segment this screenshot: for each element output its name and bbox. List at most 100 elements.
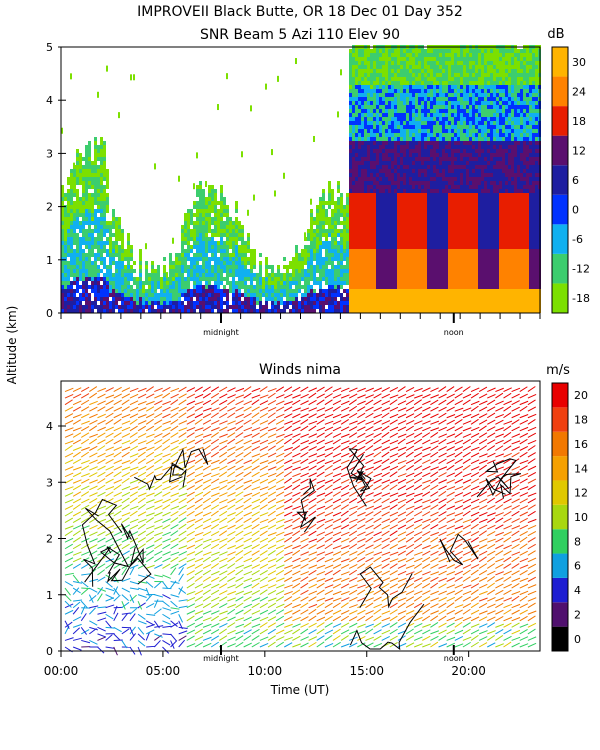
snr-cell xyxy=(307,273,310,277)
snr-cell xyxy=(106,253,109,257)
snr-cell xyxy=(91,285,94,289)
snr-cell xyxy=(85,233,88,237)
snr-cell xyxy=(67,309,70,313)
snr-cell xyxy=(418,149,421,153)
snr-cell xyxy=(127,265,130,269)
snr-cell xyxy=(202,201,205,205)
snr-cell xyxy=(91,205,94,209)
snr-cell xyxy=(460,245,463,249)
snr-cell xyxy=(94,257,97,261)
snr-cell xyxy=(352,217,355,221)
snr-cell xyxy=(403,257,406,261)
snr-cell xyxy=(421,113,424,117)
snr-cell xyxy=(430,265,433,269)
snr-cell xyxy=(433,297,436,301)
snr-cell xyxy=(163,277,166,281)
snr-cell xyxy=(79,241,82,245)
snr-cell xyxy=(328,269,331,273)
snr-cell xyxy=(469,193,472,197)
snr-cell xyxy=(310,221,313,225)
snr-cell xyxy=(76,237,79,241)
snr-cell xyxy=(310,249,313,253)
snr-cell xyxy=(193,301,196,305)
snr-cell xyxy=(217,241,220,245)
snr-cell xyxy=(469,213,472,217)
snr-cell xyxy=(448,293,451,297)
snr-cell xyxy=(241,257,244,261)
snr-cell xyxy=(376,173,379,177)
snr-cell xyxy=(382,257,385,261)
snr-cell xyxy=(361,269,364,273)
snr-cell xyxy=(442,257,445,261)
snr-cell xyxy=(211,185,214,189)
snr-cell xyxy=(199,185,202,189)
snr-cell xyxy=(397,105,400,109)
snr-cell xyxy=(451,129,454,133)
snr-cell xyxy=(379,73,382,77)
snr-cell xyxy=(448,57,451,61)
snr-cell xyxy=(472,277,475,281)
snr-cell xyxy=(394,185,397,189)
snr-cell xyxy=(343,289,346,293)
snr-cell xyxy=(214,233,217,237)
snr-cell xyxy=(232,261,235,265)
snr-cell xyxy=(421,269,424,273)
snr-cell xyxy=(466,277,469,281)
snr-cell xyxy=(91,229,94,233)
snr-cell xyxy=(346,217,349,221)
snr-cell xyxy=(223,209,226,213)
snr-cell xyxy=(406,309,409,313)
snr-cell xyxy=(463,133,466,137)
snr-cell xyxy=(346,261,349,265)
snr-cell xyxy=(460,125,463,129)
snr-cell xyxy=(472,185,475,189)
snr-cell xyxy=(277,297,280,301)
snr-cell xyxy=(280,281,283,285)
snr-cell xyxy=(133,269,136,273)
snr-cell xyxy=(400,73,403,77)
snr-cell xyxy=(196,249,199,253)
snr-cell xyxy=(451,81,454,85)
snr-cell xyxy=(244,305,247,309)
snr-cell xyxy=(445,201,448,205)
snr-cell xyxy=(196,253,199,257)
snr-cell xyxy=(463,57,466,61)
snr-cell xyxy=(247,273,250,277)
snr-cell xyxy=(217,225,220,229)
snr-cell xyxy=(334,237,337,241)
snr-cell xyxy=(232,269,235,273)
snr-cell xyxy=(244,265,247,269)
snr-cell xyxy=(91,249,94,253)
snr-cell xyxy=(196,293,199,297)
snr-cell xyxy=(382,193,385,197)
snr-cell xyxy=(472,273,475,277)
snr-cell xyxy=(406,201,409,205)
snr-cell xyxy=(463,145,466,149)
snr-cell xyxy=(355,261,358,265)
snr-cell xyxy=(322,305,325,309)
snr-cell xyxy=(457,101,460,105)
snr-cell xyxy=(400,149,403,153)
snr-cell xyxy=(427,53,430,57)
snr-cell xyxy=(82,241,85,245)
snr-cell xyxy=(391,145,394,149)
snr-cell xyxy=(145,305,148,309)
snr-cell xyxy=(226,73,228,80)
snr-cell xyxy=(250,253,253,257)
snr-cell xyxy=(88,213,91,217)
snr-cell xyxy=(226,217,229,221)
snr-cell xyxy=(82,253,85,257)
snr-cell xyxy=(433,217,436,221)
snr-cell xyxy=(190,209,193,213)
snr-cell xyxy=(391,309,394,313)
snr-cell xyxy=(103,149,106,153)
snr-cell xyxy=(430,273,433,277)
snr-cell xyxy=(91,217,94,221)
snr-cell xyxy=(478,309,481,313)
snr-cell xyxy=(424,61,427,65)
snr-cell xyxy=(412,309,415,313)
snr-cell xyxy=(439,193,442,197)
snr-cell xyxy=(358,305,361,309)
snr-cell xyxy=(415,153,418,157)
snr-cell xyxy=(415,177,418,181)
